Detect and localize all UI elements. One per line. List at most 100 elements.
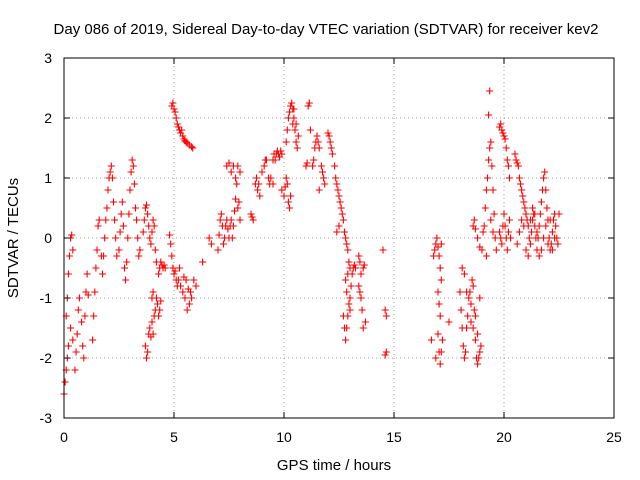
data-point (227, 168, 235, 176)
data-point (485, 111, 493, 119)
data-point (458, 264, 466, 272)
data-point (78, 318, 86, 326)
data-point (143, 354, 150, 362)
data-point (306, 126, 314, 134)
data-point (548, 228, 556, 236)
data-point (271, 156, 279, 164)
data-point (118, 198, 126, 206)
data-point (471, 225, 479, 233)
data-point (467, 318, 475, 326)
data-point (174, 123, 182, 131)
data-point (199, 258, 207, 266)
x-tick-label: 25 (606, 429, 622, 445)
data-point (335, 222, 343, 230)
data-point (190, 276, 198, 284)
data-point (361, 318, 369, 326)
data-point (489, 186, 497, 194)
data-point (326, 138, 334, 146)
data-point (280, 192, 288, 200)
data-point (328, 150, 336, 158)
data-point (61, 378, 69, 386)
data-point (119, 222, 127, 230)
data-point (486, 87, 494, 95)
data-point (179, 288, 187, 296)
data-point (500, 210, 508, 218)
data-point (535, 252, 543, 260)
data-point (111, 216, 119, 224)
data-point (517, 180, 524, 188)
data-point (382, 348, 390, 356)
data-point (345, 258, 353, 266)
data-point (205, 234, 213, 242)
data-point (69, 246, 77, 254)
data-point (217, 210, 225, 218)
data-point (304, 102, 312, 110)
data-point (436, 360, 444, 368)
data-point (379, 246, 387, 254)
data-point (433, 234, 441, 242)
data-point (498, 126, 506, 134)
data-point (133, 216, 141, 224)
data-point (474, 234, 482, 242)
data-point (188, 143, 196, 151)
data-point (552, 222, 560, 230)
data-point (136, 246, 144, 254)
data-point (110, 198, 117, 206)
data-point (151, 246, 159, 254)
data-point (506, 174, 513, 182)
data-point (135, 252, 143, 260)
data-point (437, 276, 445, 284)
data-point (432, 354, 440, 362)
data-point (540, 234, 548, 242)
data-point (319, 168, 326, 176)
data-point (67, 324, 75, 332)
x-tick-label: 15 (386, 429, 402, 445)
data-point (148, 228, 156, 236)
data-point (75, 294, 83, 302)
data-point (492, 246, 500, 254)
data-point (463, 288, 471, 296)
data-point (90, 312, 98, 320)
data-point (315, 186, 323, 194)
data-point (332, 174, 340, 182)
data-point (140, 216, 148, 224)
data-point (457, 306, 465, 314)
data-point (220, 240, 227, 248)
data-point (214, 246, 222, 254)
data-point (435, 300, 443, 308)
data-point (185, 300, 193, 308)
data-point (107, 162, 115, 170)
data-point (92, 264, 100, 272)
data-point (497, 120, 505, 128)
data-point (292, 120, 300, 128)
data-point (103, 204, 111, 212)
data-point (170, 270, 178, 278)
data-point (116, 228, 124, 236)
data-point (83, 270, 91, 278)
data-point (499, 129, 507, 137)
data-point (533, 228, 541, 236)
data-point (100, 252, 108, 260)
data-point (106, 168, 114, 176)
data-point (189, 144, 197, 152)
data-point (144, 348, 152, 356)
data-point (484, 174, 491, 182)
data-point (325, 132, 333, 140)
data-point (232, 174, 240, 182)
data-point (342, 234, 350, 242)
data-point (282, 174, 290, 182)
data-point (249, 216, 257, 224)
data-point (338, 210, 346, 218)
data-point (278, 186, 286, 194)
data-point (511, 150, 519, 158)
axis-ticks (63, 57, 615, 419)
data-point (64, 270, 72, 278)
data-point (474, 330, 482, 338)
data-point (101, 234, 109, 242)
data-point (518, 216, 526, 224)
data-point (69, 336, 77, 344)
data-point (465, 294, 473, 302)
data-point (303, 159, 311, 167)
data-point (192, 282, 200, 290)
